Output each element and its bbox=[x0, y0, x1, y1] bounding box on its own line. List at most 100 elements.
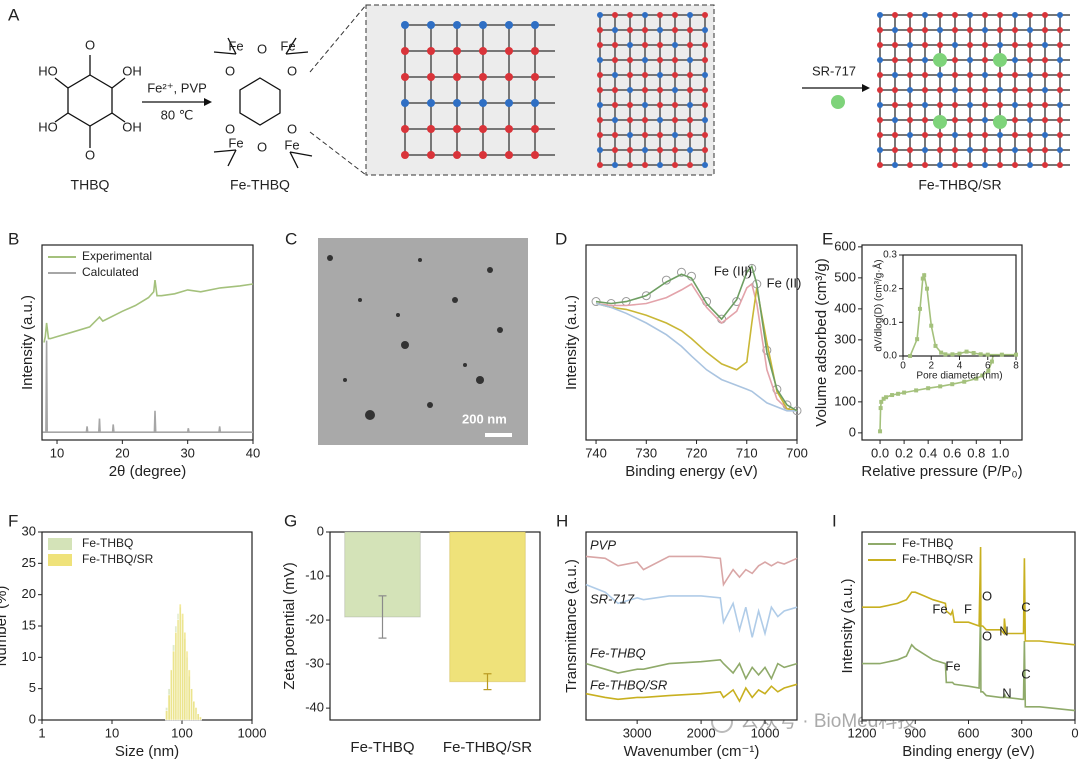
sr-717-ball bbox=[993, 115, 1007, 129]
atom-label: O bbox=[257, 139, 267, 154]
bond bbox=[285, 51, 309, 55]
x-tick-label: 0 bbox=[1071, 725, 1078, 740]
atom bbox=[687, 72, 693, 78]
atom bbox=[892, 162, 898, 168]
data-point bbox=[938, 384, 943, 389]
atom-label: O bbox=[225, 63, 235, 78]
atom-label: O bbox=[257, 41, 267, 56]
series-label: SR-717 bbox=[590, 591, 635, 606]
atom bbox=[907, 72, 913, 78]
annotation: Fe bbox=[945, 658, 960, 673]
particle bbox=[401, 341, 409, 349]
atom bbox=[937, 147, 943, 153]
atom bbox=[453, 47, 461, 55]
atom-label: HO bbox=[38, 63, 58, 78]
atom bbox=[597, 87, 603, 93]
annotation: Fe (III) bbox=[714, 263, 752, 278]
y-tick-label: 20 bbox=[22, 586, 36, 601]
atom bbox=[922, 102, 928, 108]
atom bbox=[505, 21, 513, 29]
series-line bbox=[595, 287, 798, 412]
bar bbox=[449, 531, 526, 683]
atom bbox=[1057, 102, 1063, 108]
atom bbox=[937, 132, 943, 138]
y-axis-label: Number (%) bbox=[0, 586, 10, 667]
atom bbox=[401, 125, 409, 133]
y-axis-label: Intensity (a.u.) bbox=[839, 578, 856, 673]
atom bbox=[672, 162, 678, 168]
atom bbox=[401, 99, 409, 107]
atom bbox=[1042, 27, 1048, 33]
x-tick-label: 700 bbox=[786, 445, 808, 460]
atom bbox=[627, 132, 633, 138]
legend-swatch bbox=[48, 538, 72, 550]
atom bbox=[937, 162, 943, 168]
atom bbox=[702, 102, 708, 108]
atom bbox=[427, 99, 435, 107]
atom bbox=[1042, 72, 1048, 78]
panel-label: I bbox=[832, 511, 837, 530]
series-line bbox=[595, 282, 798, 412]
atom bbox=[877, 117, 883, 123]
atom bbox=[531, 151, 539, 159]
atom bbox=[627, 42, 633, 48]
ring bbox=[67, 74, 113, 127]
atom bbox=[937, 42, 943, 48]
atom bbox=[687, 162, 693, 168]
data-point bbox=[999, 352, 1004, 357]
data-point bbox=[985, 352, 990, 357]
atom bbox=[657, 57, 663, 63]
atom-label: O bbox=[85, 147, 95, 162]
atom bbox=[967, 57, 973, 63]
atom bbox=[642, 27, 648, 33]
atom bbox=[877, 147, 883, 153]
atom bbox=[1027, 72, 1033, 78]
annotation: F bbox=[964, 601, 972, 616]
data-point bbox=[950, 352, 955, 357]
atom bbox=[892, 27, 898, 33]
y-tick-label: -10 bbox=[305, 567, 324, 582]
atom bbox=[967, 87, 973, 93]
atom bbox=[597, 132, 603, 138]
atom bbox=[997, 162, 1003, 168]
atom bbox=[1057, 117, 1063, 123]
atom bbox=[877, 162, 883, 168]
atom bbox=[1057, 42, 1063, 48]
x-tick-label: 740 bbox=[585, 445, 607, 460]
atom bbox=[1027, 27, 1033, 33]
atom bbox=[657, 27, 663, 33]
data-point bbox=[971, 350, 976, 355]
atom bbox=[612, 162, 618, 168]
atom bbox=[907, 132, 913, 138]
annotation: C bbox=[1021, 666, 1030, 681]
bond bbox=[227, 149, 237, 167]
series-line bbox=[43, 279, 254, 343]
compound-name: THBQ bbox=[71, 177, 110, 193]
atom bbox=[1012, 117, 1018, 123]
y-tick-label: 0 bbox=[29, 711, 36, 726]
atom bbox=[612, 72, 618, 78]
atom bbox=[937, 87, 943, 93]
atom bbox=[505, 73, 513, 81]
atom bbox=[427, 47, 435, 55]
x-tick-label: 3000 bbox=[623, 725, 652, 740]
histogram-bar bbox=[185, 650, 189, 721]
series-line bbox=[585, 555, 798, 587]
atom bbox=[982, 72, 988, 78]
atom bbox=[597, 72, 603, 78]
annotation: Fe (II) bbox=[767, 275, 802, 290]
atom bbox=[702, 57, 708, 63]
series-line bbox=[595, 264, 798, 412]
atom bbox=[1042, 12, 1048, 18]
x-tick-label: 0 bbox=[900, 361, 906, 372]
atom bbox=[997, 147, 1003, 153]
lattices bbox=[401, 12, 1070, 168]
atom bbox=[892, 42, 898, 48]
atom bbox=[642, 72, 648, 78]
atom bbox=[1042, 132, 1048, 138]
atom-label: O bbox=[287, 121, 297, 136]
atom bbox=[672, 42, 678, 48]
y-tick-label: 400 bbox=[834, 300, 856, 315]
data-point bbox=[676, 267, 686, 277]
particle bbox=[396, 313, 400, 317]
